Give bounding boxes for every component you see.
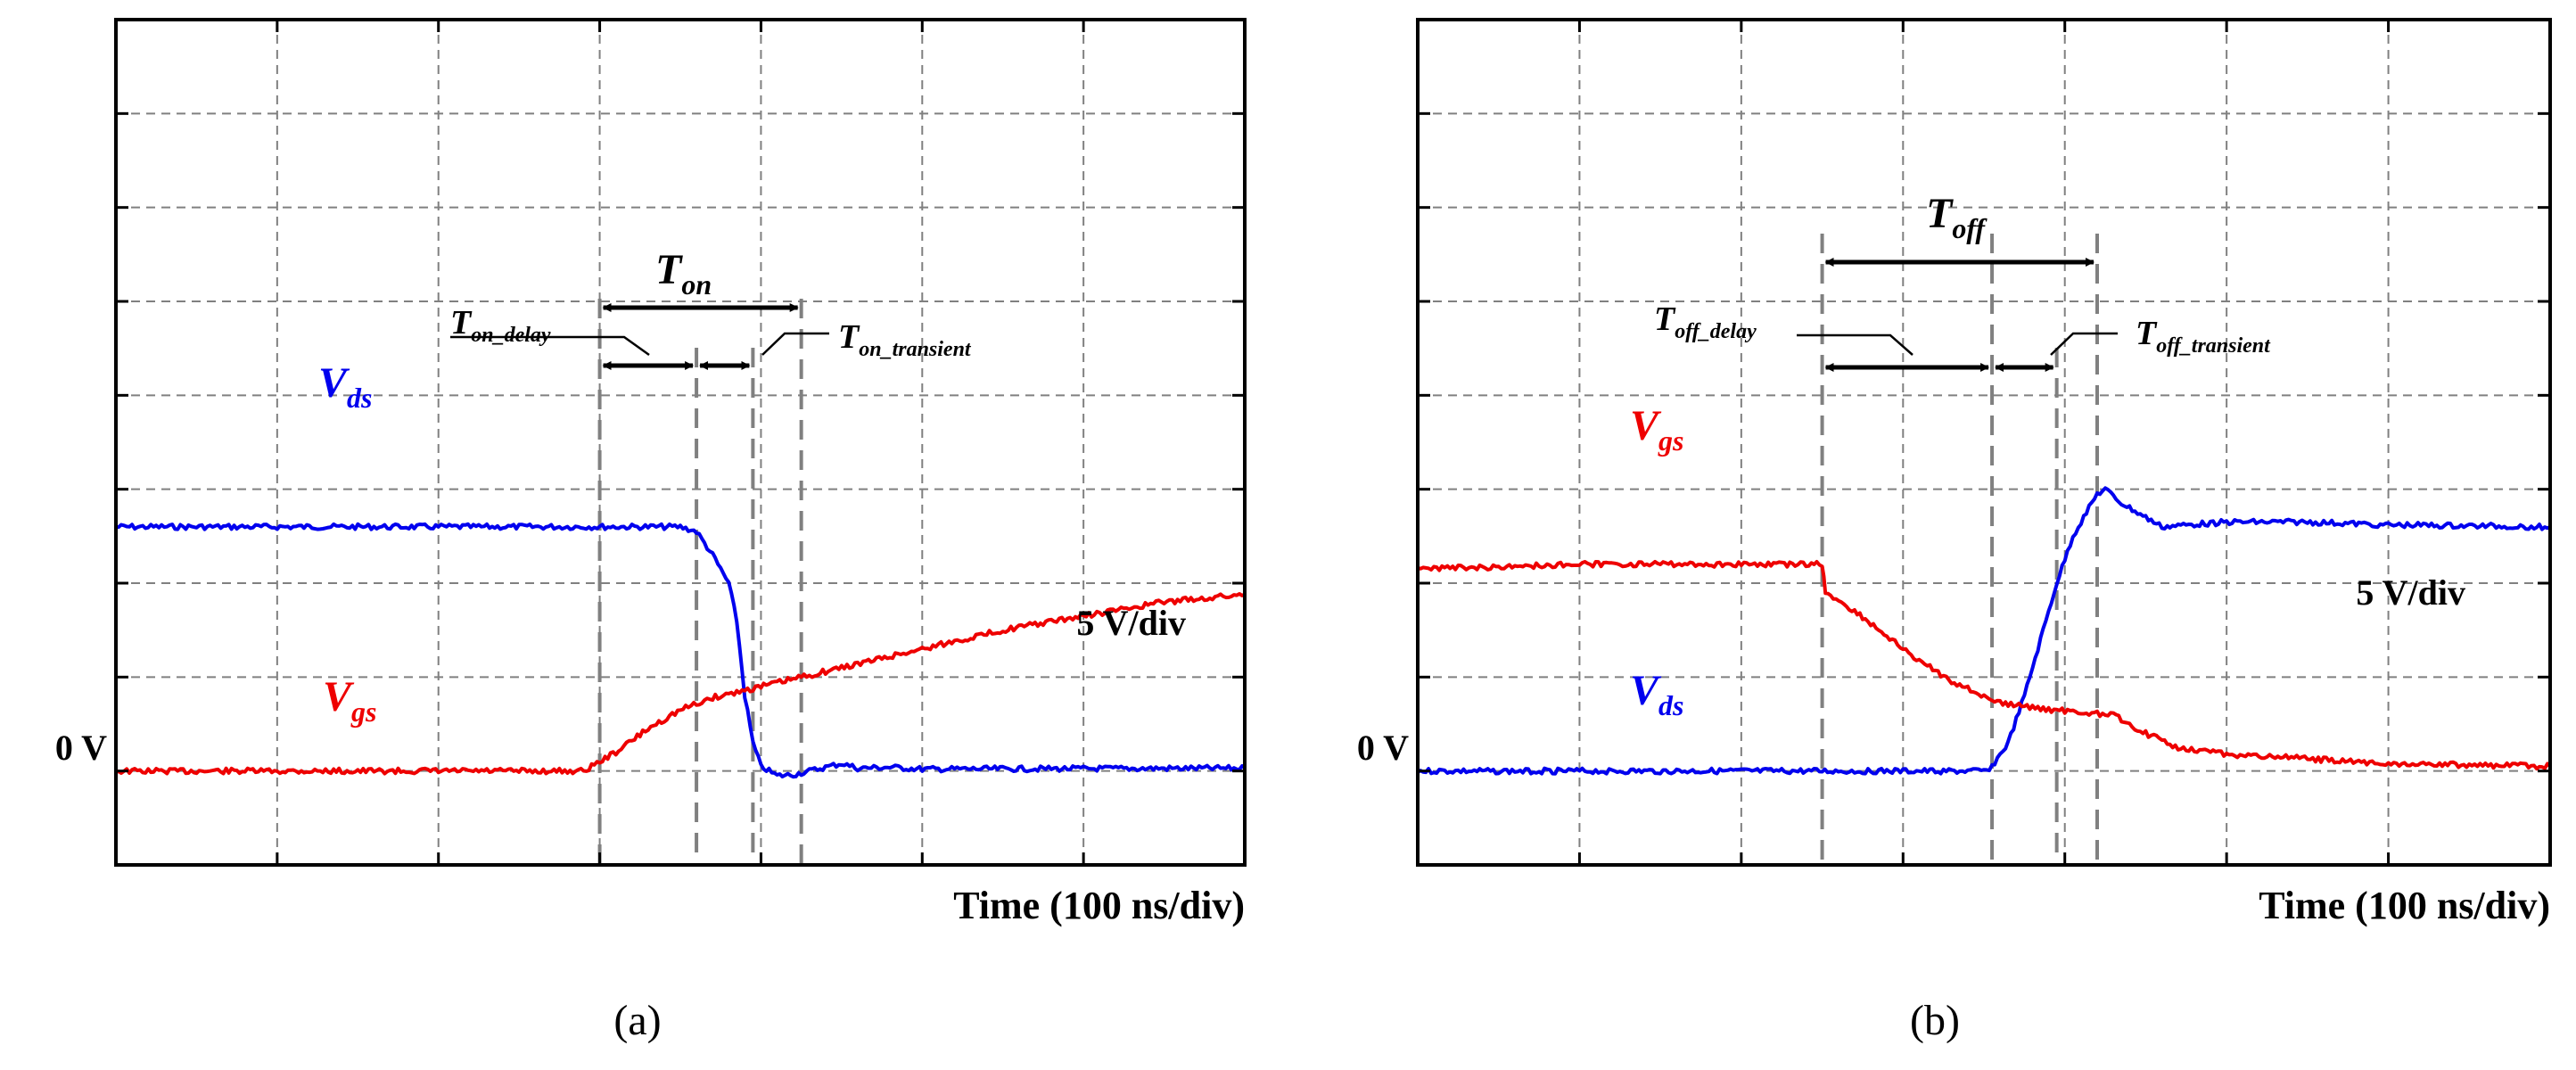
plot-frame-a <box>114 18 1247 867</box>
vds-label-b: Vds <box>1630 667 1683 721</box>
markers-a <box>597 299 803 865</box>
ticks-b <box>1418 20 2550 865</box>
delay-leader-line <box>1797 333 1913 356</box>
series-a <box>115 522 1247 779</box>
annotations-a <box>450 303 829 370</box>
series-line-vgs <box>1417 559 2552 771</box>
zero-label-a: 0 V <box>55 728 107 768</box>
x-axis-label-a: Time (100 ns/div) <box>953 884 1245 927</box>
ticks-a <box>116 20 1245 865</box>
t-on-delay-label: Ton_delay <box>450 304 551 347</box>
t-on-transient-label: Ton_transient <box>838 318 972 361</box>
chart-panel-a: 0 V Time (100 ns/div) 5 V/div (a) Vds Vg… <box>55 18 1247 1044</box>
grid-b <box>1418 20 2550 865</box>
plot-frame-b <box>1416 18 2552 867</box>
t-off-delay-label: Toff_delay <box>1654 300 1757 343</box>
zero-label-b: 0 V <box>1357 728 1409 768</box>
delay-leader-line <box>450 335 650 357</box>
caption-b: (b) <box>1910 997 1960 1044</box>
caption-a: (a) <box>613 997 661 1044</box>
t-off-label: Toff <box>1926 190 1988 244</box>
markers-b <box>1820 234 2099 865</box>
grid-a <box>116 20 1245 865</box>
transient-leader-line <box>2050 332 2118 356</box>
series-line-vds <box>1416 486 2551 776</box>
t-on-label: Ton <box>655 246 712 300</box>
x-axis-label-b: Time (100 ns/div) <box>2259 884 2550 927</box>
vgs-label-b: Vgs <box>1630 402 1683 457</box>
vds-label-a: Vds <box>318 359 372 414</box>
transient-leader-line <box>761 332 829 356</box>
series-line-vgs <box>115 592 1246 776</box>
annotations-b <box>1797 258 2118 372</box>
chart-panel-b: 0 V Time (100 ns/div) 5 V/div (b) Vds Vg… <box>1357 18 2552 1044</box>
scale-label-b: 5 V/div <box>2356 572 2465 613</box>
series-line-vds <box>115 522 1247 779</box>
series-b <box>1416 486 2552 776</box>
t-off-transient-label: Toff_transient <box>2136 315 2271 358</box>
vgs-label-a: Vgs <box>323 673 376 728</box>
scale-label-a: 5 V/div <box>1076 603 1186 643</box>
